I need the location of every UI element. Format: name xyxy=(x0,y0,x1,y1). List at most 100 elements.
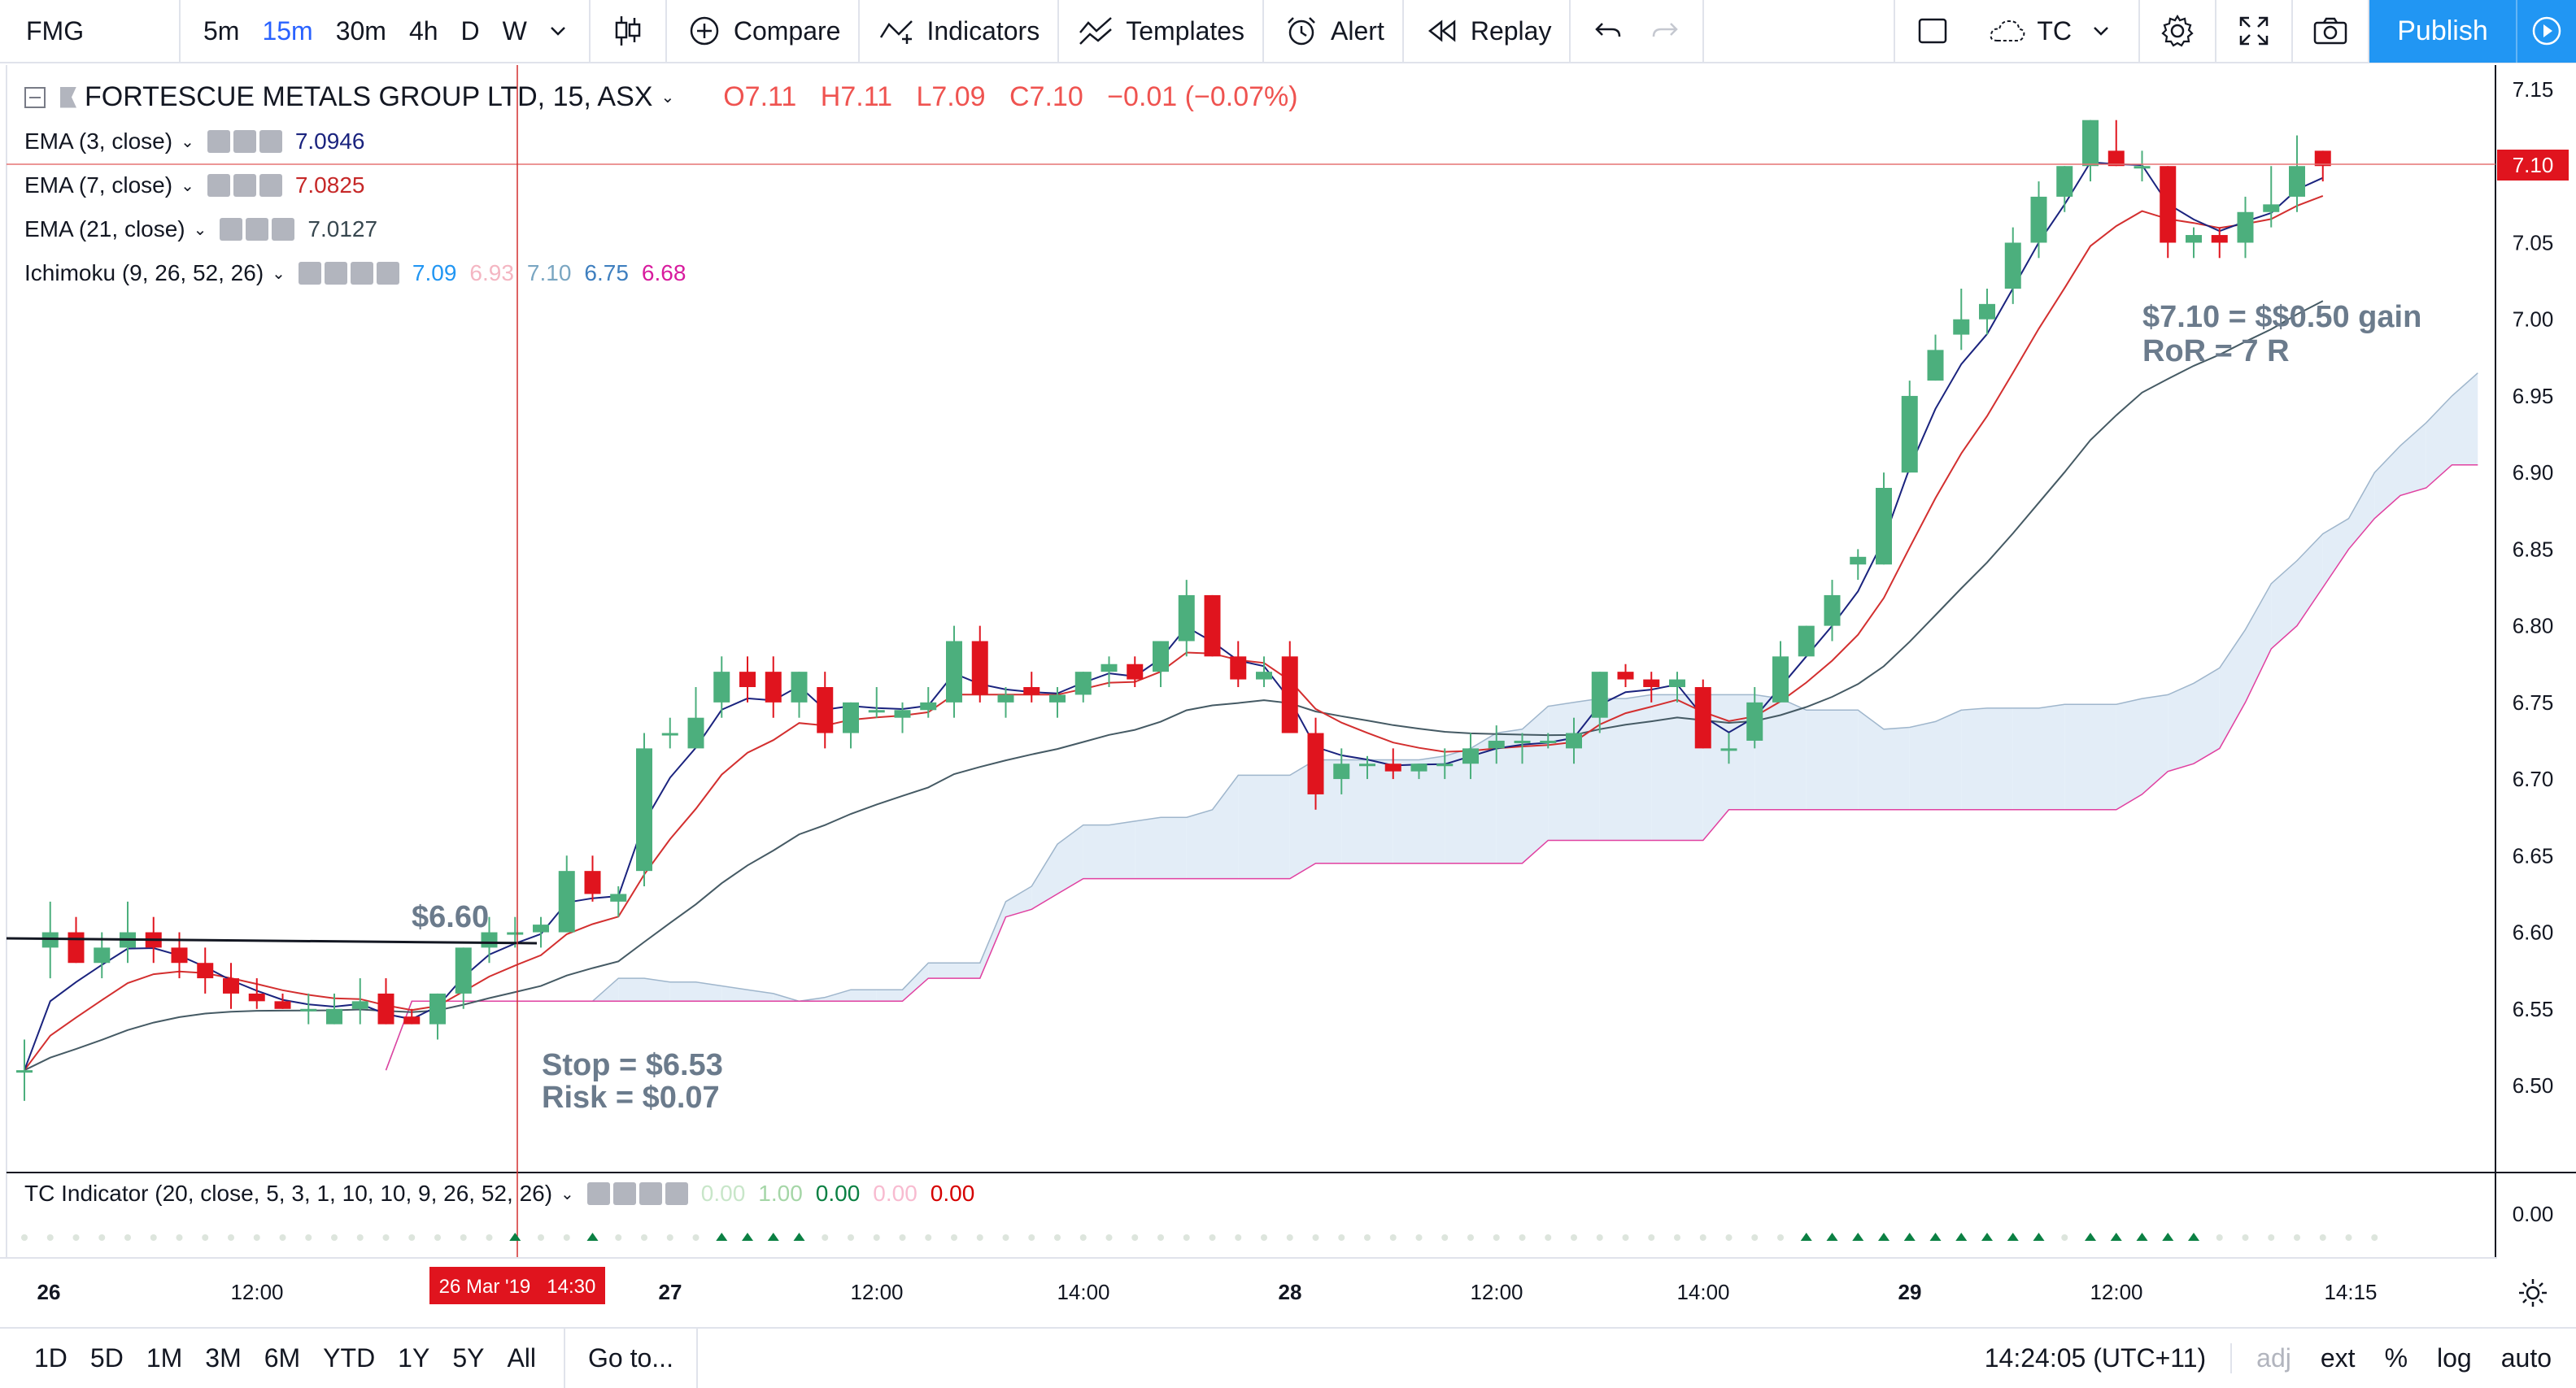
tc-arrow-up xyxy=(1903,1233,1916,1241)
interval-w[interactable]: W xyxy=(502,15,527,46)
ema21-legend-row[interactable]: EMA (21, close) ⌄ 7.0127 xyxy=(24,216,377,242)
tc-dot xyxy=(1364,1234,1371,1241)
range-5y[interactable]: 5Y xyxy=(452,1343,485,1373)
stream-button[interactable] xyxy=(2516,0,2576,63)
indicators-button[interactable]: Indicators xyxy=(860,0,1060,63)
range-3m[interactable]: 3M xyxy=(205,1343,242,1373)
chart-type-button[interactable] xyxy=(591,0,667,63)
interval-5m[interactable]: 5m xyxy=(203,15,240,46)
price-axis[interactable]: 7.15 7.10 7.05 7.00 6.95 6.90 6.85 6.80 6.75 6.70… xyxy=(2513,77,2554,1098)
candle-body xyxy=(2211,235,2228,243)
close-icon[interactable] xyxy=(272,218,295,241)
close-icon[interactable] xyxy=(259,130,282,153)
ror-annotation[interactable]: RoR = 7 R xyxy=(2142,334,2290,368)
eye-icon[interactable] xyxy=(586,1182,610,1205)
cloud-segment xyxy=(1471,733,1497,864)
interval-d[interactable]: D xyxy=(460,15,480,46)
compare-button[interactable]: Compare xyxy=(667,0,861,63)
price-tick-label: 6.65 xyxy=(2513,843,2554,868)
range-5d[interactable]: 5D xyxy=(89,1343,124,1373)
chart-properties-icon[interactable] xyxy=(2517,1277,2549,1313)
range-ytd[interactable]: YTD xyxy=(323,1343,376,1373)
price-tick-label: 6.55 xyxy=(2513,997,2554,1021)
replay-button[interactable]: Replay xyxy=(1404,0,1571,63)
range-1m[interactable]: 1M xyxy=(146,1343,183,1373)
chevron-down-icon xyxy=(2081,11,2121,50)
clock-time[interactable]: 14:24:05 (UTC+11) xyxy=(1970,1343,2233,1373)
top-toolbar: FMG 5m 15m 30m 4h D W Compare Indicators… xyxy=(0,0,2576,63)
rewind-icon xyxy=(1422,11,1461,50)
snapshot-button[interactable] xyxy=(2293,0,2369,63)
tc-dot xyxy=(1467,1234,1474,1241)
eye-icon[interactable] xyxy=(298,262,321,285)
range-1y[interactable]: 1Y xyxy=(398,1343,430,1373)
templates-button[interactable]: Templates xyxy=(1059,0,1265,63)
cloud-segment xyxy=(979,901,1006,979)
ema3-legend-row[interactable]: EMA (3, close) ⌄ 7.0946 xyxy=(24,128,364,154)
toolbar-spacer xyxy=(1704,0,1894,63)
cloud-segment xyxy=(1005,886,1032,917)
chevron-down-icon[interactable] xyxy=(538,11,578,50)
tc-dot xyxy=(279,1234,286,1241)
time-axis[interactable]: 26 12:00 27 12:00 14:00 28 12:00 14:00 2… xyxy=(0,1257,2547,1327)
gear-icon[interactable] xyxy=(612,1182,636,1205)
goto-button[interactable]: Go to... xyxy=(564,1328,698,1388)
eye-icon[interactable] xyxy=(207,130,230,153)
alert-button[interactable]: Alert xyxy=(1264,0,1404,63)
chart-pane[interactable]: $6.60 Stop = $6.53 Risk = $0.07 $7.10 = … xyxy=(0,65,2576,1257)
source-icon[interactable] xyxy=(639,1182,662,1205)
gear-icon[interactable] xyxy=(246,218,269,241)
candles xyxy=(16,120,2331,1101)
symbol-legend-row[interactable]: FORTESCUE METALS GROUP LTD, 15, ASX ⌄ O7… xyxy=(24,81,1314,113)
gear-icon[interactable] xyxy=(233,174,256,197)
entry-annotation[interactable]: $6.60 xyxy=(412,900,489,934)
close-icon[interactable] xyxy=(665,1182,688,1205)
range-6m[interactable]: 6M xyxy=(264,1343,301,1373)
range-1d[interactable]: 1D xyxy=(34,1343,68,1373)
tc-legend-row[interactable]: TC Indicator (20, close, 5, 3, 1, 10, 10… xyxy=(24,1181,974,1207)
candle-body xyxy=(920,702,937,711)
indicators-label: Indicators xyxy=(926,15,1040,46)
ema7-legend-row[interactable]: EMA (7, close) ⌄ 7.0825 xyxy=(24,172,364,198)
gear-icon[interactable] xyxy=(324,262,347,285)
stop-annotation[interactable]: Stop = $6.53 xyxy=(542,1048,723,1082)
symbol-label: FMG xyxy=(26,15,85,46)
cloud-segment xyxy=(644,978,670,1002)
entry-trendline[interactable] xyxy=(6,937,538,945)
interval-4h[interactable]: 4h xyxy=(408,15,438,46)
ichimoku-value-base: 7.10 xyxy=(526,260,572,285)
candle-body xyxy=(636,748,652,872)
eye-icon[interactable] xyxy=(207,174,230,197)
cloud-segment xyxy=(2038,704,2065,810)
tc-arrow-up xyxy=(1929,1233,1942,1241)
interval-15m[interactable]: 15m xyxy=(262,15,313,46)
undo-icon[interactable] xyxy=(1589,11,1628,50)
source-icon[interactable] xyxy=(350,262,373,285)
layout-menu-button[interactable]: TC xyxy=(1970,0,2140,63)
indicators-icon xyxy=(878,11,917,50)
auto-toggle[interactable]: auto xyxy=(2500,1343,2552,1373)
gain-annotation[interactable]: $7.10 = $$0.50 gain xyxy=(2142,300,2421,334)
range-all[interactable]: All xyxy=(507,1343,537,1373)
log-toggle[interactable]: log xyxy=(2437,1343,2472,1373)
close-icon[interactable] xyxy=(259,174,282,197)
publish-button[interactable]: Publish xyxy=(2369,0,2516,63)
ext-toggle[interactable]: ext xyxy=(2320,1343,2356,1373)
percent-toggle[interactable]: % xyxy=(2384,1343,2408,1373)
close-icon[interactable] xyxy=(376,262,399,285)
ichimoku-legend-row[interactable]: Ichimoku (9, 26, 52, 26) ⌄ 7.09 6.93 7.1… xyxy=(24,260,686,286)
collapse-icon[interactable] xyxy=(24,86,46,108)
gear-icon[interactable] xyxy=(233,130,256,153)
time-label: 14:00 xyxy=(1676,1280,1729,1304)
cloud-segment xyxy=(954,963,980,979)
interval-30m[interactable]: 30m xyxy=(335,15,386,46)
fullscreen-button[interactable] xyxy=(2216,0,2293,63)
eye-icon[interactable] xyxy=(220,218,243,241)
redo-icon[interactable] xyxy=(1645,11,1685,50)
fullscreen-layout-button[interactable] xyxy=(1894,0,1970,63)
cloud-segment xyxy=(2090,704,2116,810)
adj-toggle[interactable]: adj xyxy=(2256,1343,2291,1373)
symbol-search[interactable]: FMG xyxy=(0,0,181,63)
risk-annotation[interactable]: Risk = $0.07 xyxy=(542,1081,720,1115)
settings-button[interactable] xyxy=(2140,0,2216,63)
